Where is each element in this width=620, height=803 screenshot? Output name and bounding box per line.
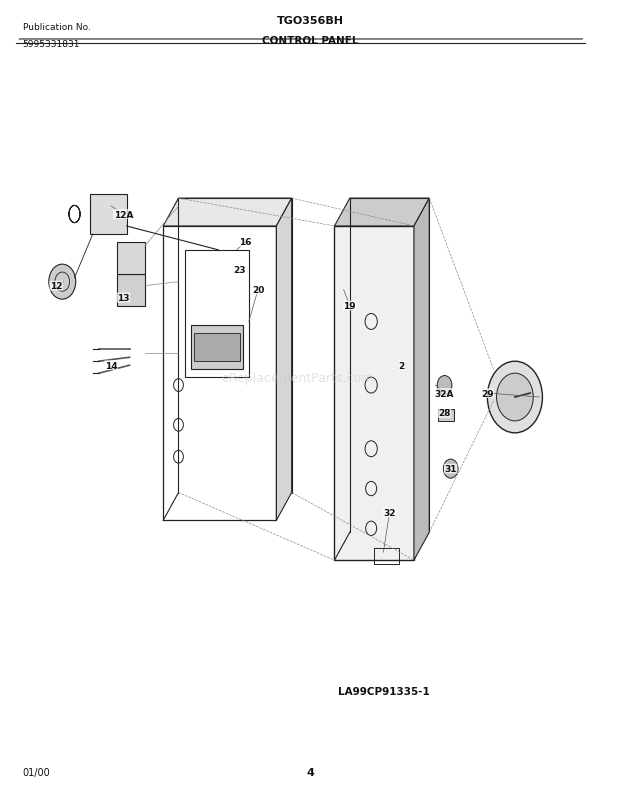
- Circle shape: [443, 459, 458, 479]
- Polygon shape: [334, 199, 429, 226]
- Bar: [438, 410, 454, 422]
- Bar: [194, 334, 240, 362]
- Bar: [117, 243, 145, 275]
- Circle shape: [487, 362, 542, 434]
- Text: LA99CP91335-1: LA99CP91335-1: [337, 687, 429, 696]
- Text: 5995331831: 5995331831: [22, 40, 80, 49]
- Text: 32: 32: [383, 508, 396, 517]
- Bar: [191, 326, 242, 369]
- Polygon shape: [277, 199, 291, 520]
- Text: Publication No.: Publication No.: [22, 23, 91, 32]
- Text: 19: 19: [343, 302, 356, 311]
- Text: 12A: 12A: [113, 210, 133, 219]
- Text: 29: 29: [481, 389, 494, 398]
- Text: 13: 13: [117, 294, 130, 303]
- Text: 2: 2: [399, 361, 405, 370]
- Text: TGO356BH: TGO356BH: [277, 16, 343, 26]
- Bar: [185, 251, 249, 377]
- Text: 23: 23: [233, 266, 246, 275]
- Text: 32A: 32A: [435, 389, 454, 398]
- Bar: [117, 275, 145, 306]
- Text: 14: 14: [105, 361, 118, 370]
- Circle shape: [49, 265, 76, 300]
- Circle shape: [497, 373, 533, 422]
- Text: CONTROL PANEL: CONTROL PANEL: [262, 36, 358, 46]
- Bar: [90, 195, 126, 234]
- Text: 4: 4: [306, 767, 314, 777]
- Polygon shape: [334, 226, 414, 560]
- Text: 01/00: 01/00: [22, 767, 50, 777]
- Bar: [374, 548, 399, 565]
- Text: eReplacementParts.com: eReplacementParts.com: [221, 371, 374, 384]
- Text: 31: 31: [445, 465, 457, 474]
- Polygon shape: [414, 199, 429, 560]
- Polygon shape: [163, 199, 291, 226]
- Text: 16: 16: [239, 238, 252, 247]
- Circle shape: [437, 376, 452, 395]
- Text: 12: 12: [50, 282, 63, 291]
- Text: 28: 28: [438, 409, 451, 418]
- Text: 20: 20: [252, 286, 264, 295]
